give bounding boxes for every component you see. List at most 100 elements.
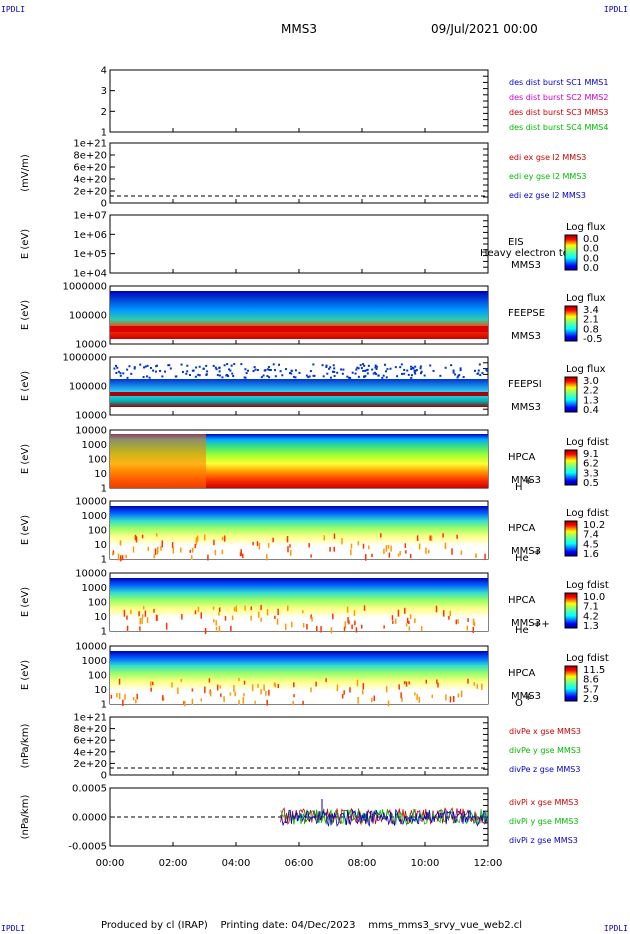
y-tick-label: 2e+20 <box>73 187 107 198</box>
hpca-sparse-count <box>238 699 240 705</box>
spacecraft-label: MMS3 <box>511 402 541 413</box>
hpca-sparse-count <box>292 700 294 706</box>
legend-entry: divPi y gse MMS3 <box>509 817 578 826</box>
feepsi-sparse-count <box>456 376 459 379</box>
feepsi-sparse-count <box>279 370 282 373</box>
spacecraft-label: MMS3 <box>511 475 541 486</box>
hpca-sparse-count <box>341 537 343 545</box>
feepsi-sparse-count <box>164 370 167 373</box>
y-tick-label: 1 <box>101 627 107 638</box>
hpca-sparse-count <box>234 691 236 697</box>
hpca-sparse-count <box>353 610 356 616</box>
y-axis-title: (nPa/km) <box>20 795 31 840</box>
feepsi-sparse-count <box>479 374 482 377</box>
feepsi-sparse-count <box>152 369 155 372</box>
feepsi-sparse-count <box>367 364 370 367</box>
y-tick-label: 1000000 <box>62 282 107 293</box>
feepsi-sparse-count <box>262 374 265 377</box>
feepsi-sparse-count <box>459 367 462 370</box>
hpca-sparse-count <box>118 678 121 685</box>
feepsi-sparse-count <box>228 368 231 371</box>
feepsi-sparse-count <box>394 366 397 369</box>
hpca-sparse-count <box>467 618 469 622</box>
y-tick-label: 1000000 <box>62 353 107 364</box>
hpca-sparse-count <box>325 678 327 682</box>
y-axis-title: E (eV) <box>20 444 31 474</box>
hpca-sparse-count <box>333 546 336 552</box>
hpca-sparse-count <box>388 552 391 558</box>
hpca-sparse-count <box>266 609 269 616</box>
feepsi-sparse-count <box>349 376 352 379</box>
hpca-sparse-count <box>476 684 479 689</box>
colorbar-tick: 7.4 <box>583 530 599 541</box>
feepsi-sparse-count <box>139 363 142 366</box>
hpca-sparse-count <box>134 534 137 541</box>
feepsi-sparse-count <box>452 371 455 374</box>
feepsi-sparse-count <box>292 375 295 378</box>
y-tick-label: -0.0005 <box>68 842 107 853</box>
colorbar-tick: 9.1 <box>583 449 599 460</box>
colorbar-tick: 4.5 <box>583 539 599 550</box>
feepsi-sparse-count <box>354 372 357 375</box>
y-axis-title: E (eV) <box>20 587 31 617</box>
hpca-sparse-count <box>347 617 349 623</box>
feepsi-sparse-count <box>256 369 259 372</box>
species-charge: ++ <box>533 619 550 630</box>
feepsi-sparse-count <box>122 372 125 375</box>
hpca-sparse-count <box>243 693 245 697</box>
spacecraft-label: MMS3 <box>511 546 541 557</box>
y-tick-label: 100 <box>88 455 107 466</box>
divpi-series-1 <box>280 808 488 827</box>
hpca-sparse-count <box>191 688 194 692</box>
hpca-sparse-count <box>302 700 304 706</box>
hpca-sparse-count <box>343 690 345 695</box>
hpca-sparse-count <box>291 621 293 628</box>
feepsi-sparse-count <box>429 364 432 367</box>
y-tick-label: 1 <box>101 484 107 495</box>
hpca-sparse-count <box>431 694 434 699</box>
hpca-sparse-count <box>436 679 438 684</box>
feepsi-sparse-count <box>336 371 339 374</box>
hpca-sparse-count <box>452 695 455 703</box>
hpca-sparse-count <box>155 533 158 537</box>
hpca-sparse-count <box>289 550 292 556</box>
hpca-sparse-count <box>425 547 427 554</box>
colorbar-tick: 0.5 <box>583 478 599 489</box>
feepsi-sparse-count <box>167 364 170 367</box>
feepsi-sparse-count <box>357 367 360 370</box>
header-date: 09/Jul/2021 00:00 <box>431 22 538 36</box>
hpca-sparse-count <box>260 689 262 695</box>
feepsi-sparse-count <box>340 368 343 371</box>
hpca-sparse-count <box>257 683 259 688</box>
y-tick-label: 2e+20 <box>73 759 107 770</box>
y-tick-label: 10000 <box>75 569 107 580</box>
hpca-sparse-count <box>383 548 385 555</box>
colorbar <box>564 520 578 557</box>
feepsi-sparse-count <box>146 375 149 378</box>
hpca-sparse-count <box>310 614 312 619</box>
hpca-sparse-count <box>472 618 475 626</box>
hpca-sparse-count <box>475 553 477 558</box>
overlay-text: Heavy electron to <box>480 248 569 259</box>
corner-tag-top-left: IPDLI <box>1 5 26 14</box>
feepsi-sparse-count <box>267 368 270 371</box>
feepsi-sparse-count <box>462 376 465 379</box>
footer-script: mms_mms3_srvy_vue_web2.cl <box>368 920 523 931</box>
hpca-sparse-count <box>254 700 256 704</box>
hpca-sparse-count <box>112 552 114 556</box>
feepsi-sparse-count <box>143 366 146 369</box>
footer-printing-date: Printing date: 04/Dec/2023 <box>220 920 356 931</box>
colorbar-tick: 11.5 <box>583 665 605 676</box>
hpca-sparse-count <box>355 627 358 633</box>
hpca-sparse-count <box>408 681 410 685</box>
y-tick-label: 3 <box>101 86 107 97</box>
hpca-sparse-count <box>442 533 444 538</box>
feepsi-sparse-count <box>351 371 354 374</box>
hpca-sparse-count <box>189 549 192 553</box>
hpca-sparse-count <box>405 550 407 554</box>
y-tick-label: 10 <box>94 469 107 480</box>
hpca-sparse-count <box>416 535 419 541</box>
feepsi-sparse-count <box>381 376 384 379</box>
colorbar-title: Log fdist <box>566 653 609 664</box>
legend-entry: des dist burst SC1 MMS1 <box>509 78 608 87</box>
